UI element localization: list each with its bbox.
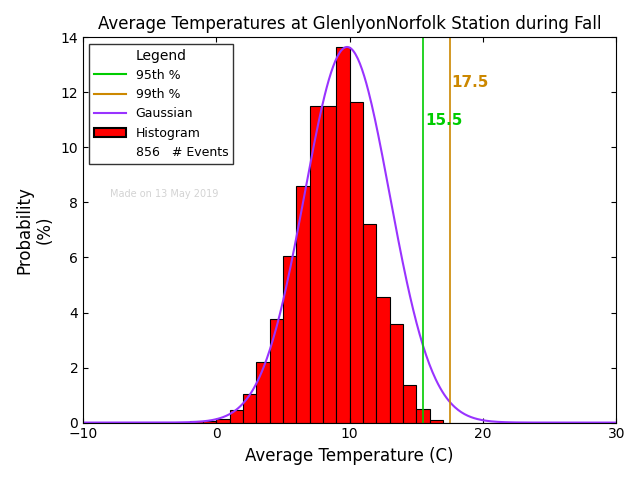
Bar: [216, 420, 230, 422]
Bar: [243, 394, 257, 422]
Bar: [190, 421, 203, 422]
Bar: [390, 324, 403, 422]
Y-axis label: Probability
(%): Probability (%): [15, 186, 54, 274]
Bar: [323, 106, 337, 422]
Bar: [283, 256, 296, 422]
Bar: [296, 186, 310, 422]
Bar: [376, 298, 390, 422]
Bar: [337, 47, 349, 422]
Bar: [257, 362, 270, 422]
Bar: [230, 409, 243, 422]
Bar: [429, 420, 443, 422]
Bar: [417, 409, 429, 422]
Bar: [203, 421, 216, 422]
Bar: [363, 225, 376, 422]
Legend: 95th %, 99th %, Gaussian, Histogram, 856   # Events: 95th %, 99th %, Gaussian, Histogram, 856…: [90, 44, 234, 164]
Bar: [349, 102, 363, 422]
Text: 17.5: 17.5: [452, 75, 489, 90]
Text: Made on 13 May 2019: Made on 13 May 2019: [110, 189, 218, 199]
Bar: [270, 319, 283, 422]
Bar: [403, 385, 417, 422]
Bar: [310, 106, 323, 422]
X-axis label: Average Temperature (C): Average Temperature (C): [246, 447, 454, 465]
Title: Average Temperatures at GlenlyonNorfolk Station during Fall: Average Temperatures at GlenlyonNorfolk …: [98, 15, 602, 33]
Text: 15.5: 15.5: [425, 113, 463, 128]
